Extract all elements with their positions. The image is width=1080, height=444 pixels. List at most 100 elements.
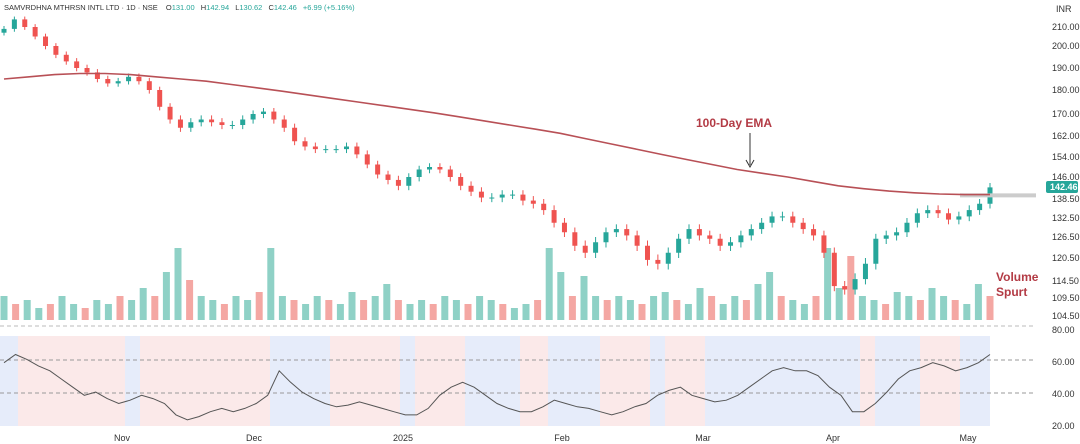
- price-tick-label: 162.00: [1052, 131, 1080, 141]
- current-price-value: 142.46: [1050, 182, 1078, 192]
- candle: [74, 58, 80, 72]
- volume-bar: [661, 292, 669, 320]
- candle: [914, 208, 920, 228]
- rsi-band-6: [400, 336, 415, 426]
- volume-bar: [46, 304, 54, 320]
- candle: [94, 69, 100, 83]
- candle: [188, 118, 194, 132]
- candle: [842, 281, 848, 295]
- volume-bar: [986, 296, 994, 320]
- volume-bar: [290, 300, 298, 320]
- volume-bar: [603, 300, 611, 320]
- candle: [22, 16, 28, 30]
- rsi-bands: [0, 325, 1036, 426]
- volume-bar: [974, 284, 982, 320]
- volume-bar: [580, 276, 588, 320]
- volume-annotation-line1: Volume: [996, 270, 1039, 284]
- candle: [956, 211, 962, 225]
- candle: [32, 24, 38, 40]
- price-tick-label: 170.00: [1052, 109, 1080, 119]
- candle: [748, 224, 754, 241]
- price-axis: 210.00 200.00 190.00 180.00 170.00 162.00 154.…: [1046, 22, 1080, 321]
- rsi-band-7: [415, 336, 465, 426]
- volume-bar: [510, 308, 518, 320]
- candle: [240, 115, 246, 130]
- header-bar: SAMVRDHNA MTHRSN INTL LTD · 1D · NSE O13…: [4, 3, 355, 17]
- volume-bar: [812, 296, 820, 320]
- volume-bar: [963, 304, 971, 320]
- candle: [11, 16, 17, 32]
- volume-bar: [35, 308, 43, 320]
- volume-bar: [441, 296, 449, 320]
- candle: [624, 224, 630, 241]
- header-o-value: 131.00: [171, 3, 195, 12]
- rsi-band-10: [548, 336, 600, 426]
- candle: [686, 224, 692, 244]
- volume-bar: [626, 300, 634, 320]
- candle: [655, 254, 661, 270]
- candle: [105, 75, 111, 87]
- candle: [530, 196, 536, 209]
- candle: [115, 77, 121, 87]
- volume-bar: [615, 296, 623, 320]
- candle: [676, 233, 682, 258]
- time-tick-label: Feb: [554, 433, 570, 443]
- candle: [790, 211, 796, 228]
- candle: [977, 199, 983, 215]
- candle: [572, 227, 578, 251]
- price-tick-label: 180.00: [1052, 85, 1080, 95]
- candle: [665, 247, 671, 270]
- volume-bar: [684, 304, 692, 320]
- volume-bar: [476, 296, 484, 320]
- volume-bar: [104, 304, 112, 320]
- header-h-value: 142.94: [206, 3, 230, 12]
- volume-bar: [754, 284, 762, 320]
- candle: [717, 233, 723, 251]
- volume-bar: [232, 296, 240, 320]
- candle: [323, 145, 329, 154]
- volume-bar: [418, 300, 426, 320]
- header-symbol[interactable]: SAMVRDHNA MTHRSN INTL LTD · 1D · NSE: [4, 3, 158, 12]
- candle: [437, 163, 443, 174]
- volume-bar: [267, 248, 275, 320]
- volume-bar: [186, 280, 194, 320]
- volume-bar: [174, 248, 182, 320]
- volume-annotation-line2: Spurt: [996, 285, 1027, 299]
- rsi-band-18: [960, 336, 990, 426]
- candle: [250, 110, 256, 124]
- rsi-axis: 80.00 60.00 40.00 20.00: [1052, 325, 1075, 431]
- candle: [302, 137, 308, 151]
- price-tick-label: 132.50: [1052, 213, 1080, 223]
- candle: [738, 230, 744, 248]
- price-tick-label: 200.00: [1052, 41, 1080, 51]
- volume-bar: [383, 284, 391, 320]
- candle: [593, 237, 599, 258]
- volume-bar: [209, 300, 217, 320]
- header-l-label: L: [235, 3, 240, 12]
- rsi-band-15: [860, 336, 875, 426]
- rsi-band-0: [0, 336, 18, 426]
- volume-bar: [638, 304, 646, 320]
- current-price-badge: 142.46: [1046, 181, 1078, 193]
- rsi-tick-label: 20.00: [1052, 421, 1075, 431]
- volume-bar: [429, 304, 437, 320]
- price-tick-label: 114.50: [1052, 276, 1079, 286]
- rsi-band-3: [140, 336, 270, 426]
- volume-bar: [220, 304, 228, 320]
- candle: [603, 227, 609, 248]
- volume-bar: [452, 300, 460, 320]
- volume-bar: [162, 272, 170, 320]
- candle: [229, 120, 235, 130]
- time-tick-label: 2025: [393, 433, 413, 443]
- price-tick-label: 120.50: [1052, 253, 1080, 263]
- volume-bar: [151, 296, 159, 320]
- candle: [904, 218, 910, 237]
- rsi-band-5: [330, 336, 400, 426]
- rsi-band-2: [125, 336, 140, 426]
- candle: [478, 187, 484, 203]
- volume-bar: [789, 300, 797, 320]
- candle: [395, 175, 401, 191]
- ema-line: [3, 72, 990, 196]
- candle: [292, 123, 298, 146]
